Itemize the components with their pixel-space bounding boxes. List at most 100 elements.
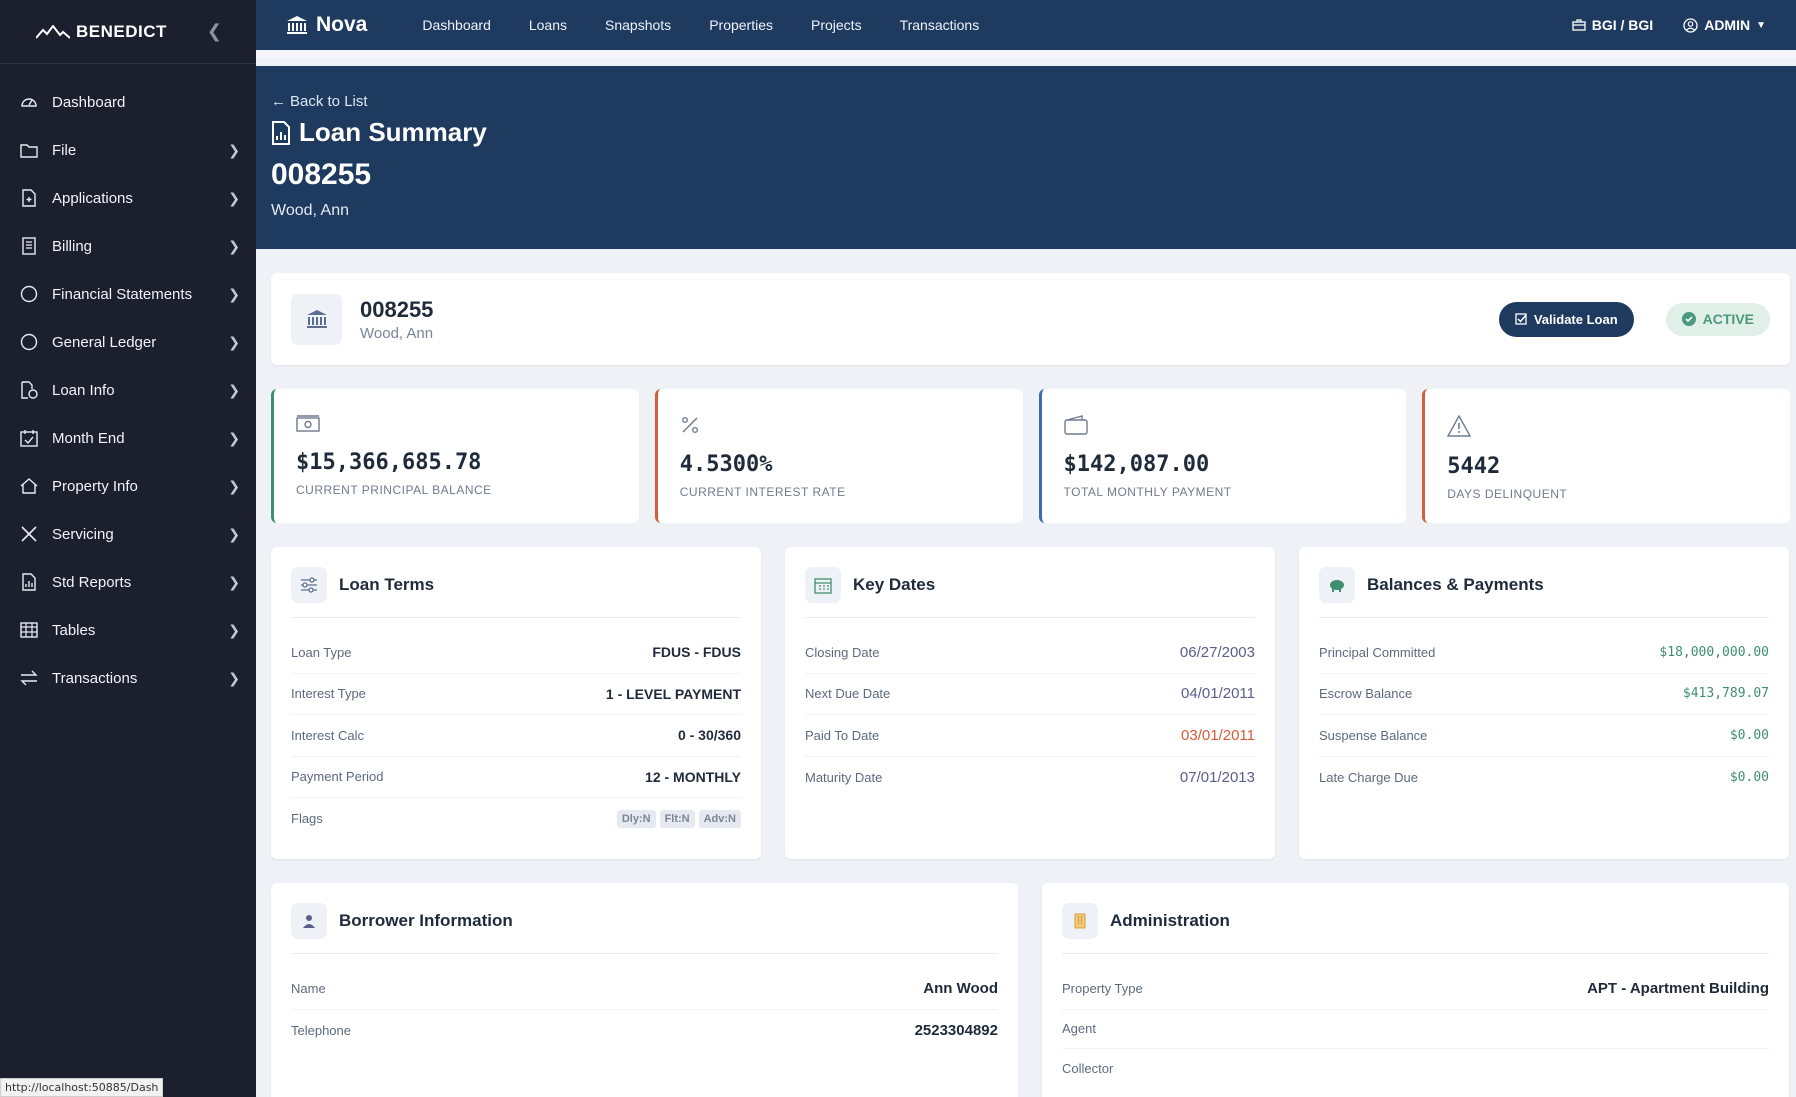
row-key: Property Type (1062, 980, 1143, 996)
detail-row: Telephone 2523304892 (291, 1010, 998, 1052)
tools-icon (18, 523, 40, 545)
topnav-snapshots[interactable]: Snapshots (605, 17, 672, 33)
sidebar-nav: Dashboard File ❯ Applications ❯ Billing … (0, 64, 256, 702)
sidebar-item-file[interactable]: File ❯ (0, 126, 256, 174)
sidebar-item-label: Applications (52, 189, 133, 207)
panel-header: Borrower Information (291, 903, 998, 954)
detail-row: Property Type APT - Apartment Building (1062, 968, 1769, 1010)
row-key: Name (291, 980, 326, 996)
top-nav: Dashboard Loans Snapshots Properties Pro… (403, 17, 998, 33)
building-icon (1062, 903, 1098, 939)
file-chart-icon (272, 120, 290, 145)
chevron-right-icon: ❯ (228, 669, 240, 686)
row-key: Suspense Balance (1319, 727, 1428, 743)
back-label: Back to List (290, 93, 368, 110)
sidebar-brand: BENEDICT ❮ (0, 0, 256, 64)
sidebar-item-label: Financial Statements (52, 285, 193, 303)
app-name[interactable]: Nova (286, 13, 367, 37)
metric-value: 5442 (1447, 454, 1501, 479)
balances-rows: Principal Committed $18,000,000.00 Escrow… (1319, 632, 1769, 798)
detail-row: Closing Date 06/27/2003 (805, 632, 1255, 674)
back-to-list-link[interactable]: ← Back to List (271, 93, 368, 110)
row-value: 03/01/2011 (1181, 726, 1255, 744)
row-value: $413,789.07 (1682, 686, 1769, 702)
user-menu[interactable]: ADMIN ▼ (1683, 17, 1766, 33)
sidebar-item-std-reports[interactable]: Std Reports ❯ (0, 558, 256, 606)
metric-value: $142,087.00 (1063, 452, 1210, 477)
metric-label: CURRENT INTEREST RATE (679, 485, 846, 499)
detail-row: Interest Calc 0 - 30/360 (291, 715, 741, 757)
sidebar-item-property-info[interactable]: Property Info ❯ (0, 462, 256, 510)
sidebar-item-dashboard[interactable]: Dashboard (0, 78, 256, 126)
sidebar: BENEDICT ❮ Dashboard File ❯ Applications… (0, 0, 256, 1097)
sidebar-item-label: Dashboard (52, 93, 126, 111)
sidebar-item-applications[interactable]: Applications ❯ (0, 174, 256, 222)
row-key: Late Charge Due (1319, 769, 1419, 785)
detail-row: Maturity Date 07/01/2013 (805, 757, 1255, 799)
sidebar-item-label: Property Info (52, 477, 138, 495)
sidebar-item-servicing[interactable]: Servicing ❯ (0, 510, 256, 558)
org-label: BGI / BGI (1591, 17, 1654, 33)
summary-identity: 008255 Wood, Ann (360, 297, 433, 342)
topnav-transactions[interactable]: Transactions (899, 17, 980, 33)
row-value: 1 - LEVEL PAYMENT (605, 685, 741, 702)
panel-title: Borrower Information (339, 911, 513, 930)
row-value: 06/27/2003 (1179, 643, 1255, 661)
hero-loan-number: 008255 (271, 158, 372, 191)
mountain-logo-icon (36, 24, 70, 39)
sidebar-item-label: Servicing (52, 525, 114, 543)
detail-row: Paid To Date 03/01/2011 (805, 715, 1255, 757)
metric-label: DAYS DELINQUENT (1447, 487, 1568, 501)
panel-title: Key Dates (853, 575, 936, 594)
row-key: Paid To Date (805, 727, 880, 743)
row-value: $0.00 (1729, 727, 1769, 743)
hero-borrower-name: Wood, Ann (271, 202, 349, 219)
cash-icon (296, 415, 320, 437)
row-value: 04/01/2011 (1181, 685, 1255, 703)
summary-loan-number: 008255 (360, 296, 434, 322)
user-label: ADMIN (1704, 17, 1751, 33)
sidebar-item-tables[interactable]: Tables ❯ (0, 606, 256, 654)
topnav-properties[interactable]: Properties (709, 17, 773, 33)
collapse-sidebar-icon[interactable]: ❮ (206, 21, 222, 41)
sidebar-item-label: Std Reports (52, 573, 132, 591)
row-value: $0.00 (1729, 769, 1769, 785)
topnav-loans[interactable]: Loans (528, 17, 568, 33)
sidebar-item-label: Loan Info (52, 381, 115, 399)
brand-logo[interactable]: BENEDICT (36, 22, 167, 42)
row-value: APT - Apartment Building (1587, 979, 1769, 997)
administration-panel: Administration Property Type APT - Apartm… (1042, 883, 1789, 1097)
sidebar-item-loan-info[interactable]: Loan Info ❯ (0, 366, 256, 414)
sidebar-item-transactions[interactable]: Transactions ❯ (0, 654, 256, 702)
topnav-dashboard[interactable]: Dashboard (422, 17, 491, 33)
topnav-projects[interactable]: Projects (811, 17, 862, 33)
sidebar-item-financial-statements[interactable]: Financial Statements ❯ (0, 270, 256, 318)
sidebar-item-general-ledger[interactable]: General Ledger ❯ (0, 318, 256, 366)
detail-row: Agent (1062, 1010, 1769, 1049)
metric-label: CURRENT PRINCIPAL BALANCE (296, 483, 492, 497)
calendar-icon (805, 567, 841, 603)
sidebar-item-month-end[interactable]: Month End ❯ (0, 414, 256, 462)
detail-row: Collector (1062, 1049, 1769, 1088)
row-key: Payment Period (291, 769, 384, 785)
status-text: ACTIVE (1702, 311, 1754, 327)
loan-terms-rows: Loan Type FDUS - FDUS Interest Type 1 - LE… (291, 632, 741, 840)
row-key: Escrow Balance (1319, 686, 1413, 702)
panel-header: Key Dates (805, 567, 1255, 618)
metric-days-delinquent: 5442 DAYS DELINQUENT (1422, 389, 1790, 523)
detail-row: Suspense Balance $0.00 (1319, 715, 1769, 757)
brand-name: BENEDICT (76, 21, 167, 41)
row-value: 12 - MONTHLY (645, 768, 741, 785)
chevron-right-icon: ❯ (228, 477, 240, 494)
sidebar-item-billing[interactable]: Billing ❯ (0, 222, 256, 270)
info-row: Borrower Information Name Ann Wood Teleph… (271, 883, 1790, 1097)
validate-loan-button[interactable]: Validate Loan (1498, 301, 1634, 337)
row-key: Maturity Date (805, 769, 883, 785)
chevron-right-icon: ❯ (228, 621, 240, 638)
row-value: 0 - 30/360 (677, 727, 741, 744)
metric-monthly-payment: $142,087.00 TOTAL MONTHLY PAYMENT (1038, 389, 1407, 523)
sidebar-item-label: General Ledger (52, 333, 157, 351)
table-icon (18, 619, 40, 641)
org-selector[interactable]: BGI / BGI (1572, 17, 1653, 33)
page-title: Loan Summary (271, 117, 1781, 148)
